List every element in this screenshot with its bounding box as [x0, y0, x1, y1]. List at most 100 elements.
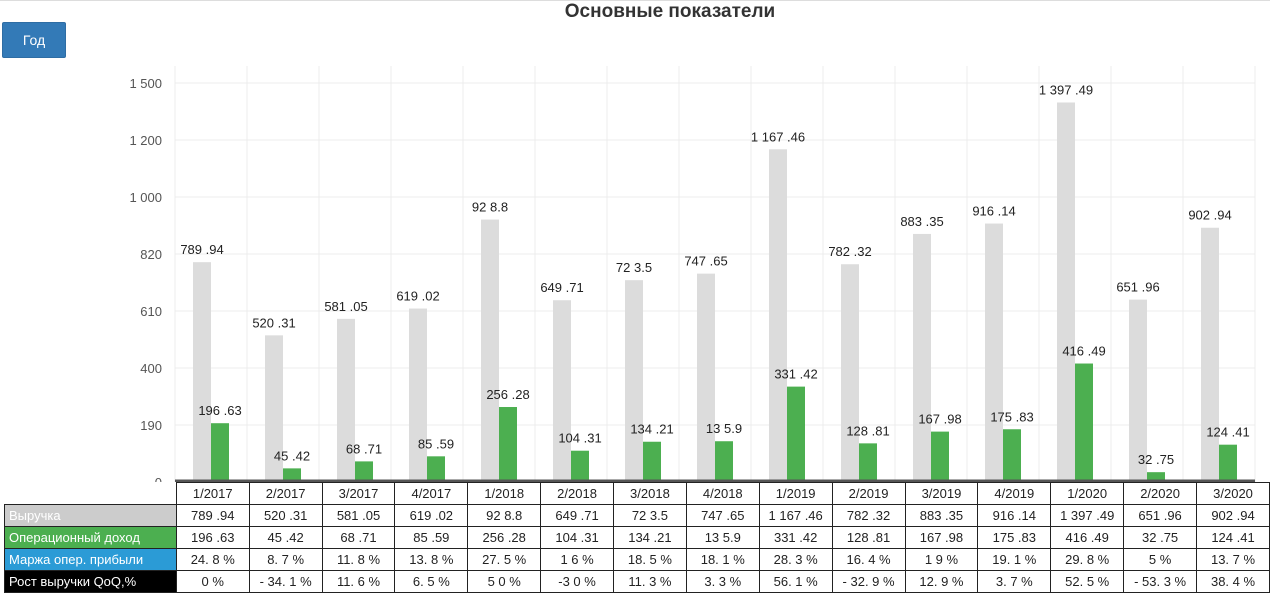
- revenue-data-label: 916 .14: [972, 204, 1015, 219]
- table-cell: 32 .75: [1123, 526, 1198, 549]
- table-cell: 5 0 %: [467, 570, 542, 593]
- revenue-data-label: 92 8.8: [472, 200, 508, 215]
- operating-income-bar: [931, 431, 949, 482]
- table-cell: 11. 3 %: [612, 570, 687, 593]
- table-cell: 5 %: [1123, 548, 1198, 571]
- y-tick-label: 400: [140, 361, 162, 376]
- x-tick-label: 2/2017: [248, 482, 323, 505]
- table-cell: -3 0 %: [540, 570, 614, 593]
- operating-income-bar: [211, 423, 229, 482]
- table-cell: 104 .31: [540, 526, 614, 549]
- table-cell: 0 %: [175, 570, 250, 593]
- y-tick-label: 1 200: [129, 133, 162, 148]
- table-cell: 8. 7 %: [248, 548, 323, 571]
- table-cell: - 53. 3 %: [1123, 570, 1198, 593]
- revenue-bar: [913, 233, 931, 482]
- x-tick-label: 3/2018: [612, 482, 687, 505]
- table-cell: 649 .71: [540, 504, 614, 527]
- revenue-bar: [841, 264, 859, 482]
- table-row: Маржа опер. прибыли 24. 8 % 8. 7 % 11. 8 % 1…: [4, 548, 1270, 571]
- x-tick-label: 4/2018: [685, 482, 760, 505]
- top-divider: [0, 0, 1270, 1]
- row-header: Рост выручки QoQ,%: [4, 570, 177, 593]
- table-cell: 1 6 %: [540, 548, 614, 571]
- revenue-bar: [769, 149, 787, 482]
- table-cell: 29. 8 %: [1050, 548, 1125, 571]
- table-cell: 3. 7 %: [977, 570, 1052, 593]
- operating-income-data-label: 104 .31: [558, 431, 601, 446]
- x-tick-label: 3/2020: [1196, 482, 1270, 505]
- revenue-data-label: 782 .32: [828, 244, 871, 259]
- x-tick-label: 4/2019: [977, 482, 1052, 505]
- x-tick-label: 2/2019: [831, 482, 906, 505]
- table-cell: 520 .31: [248, 504, 323, 527]
- table-cell: - 32. 9 %: [831, 570, 906, 593]
- row-header: Выручка: [4, 504, 177, 527]
- x-tick-label: 2/2018: [540, 482, 614, 505]
- y-tick-label: 190: [140, 418, 162, 433]
- table-cell: 16. 4 %: [831, 548, 906, 571]
- table-cell: 18. 1 %: [685, 548, 760, 571]
- table-row: Выручка 789 .94 520 .31 581 .05 619 .02 92 8.…: [4, 504, 1270, 527]
- operating-income-data-label: 256 .28: [486, 387, 529, 402]
- table-cell: 18. 5 %: [612, 548, 687, 571]
- table-corner: [5, 483, 177, 505]
- revenue-data-label: 619 .02: [396, 289, 439, 304]
- table-cell: 11. 8 %: [321, 548, 396, 571]
- table-cell: 747 .65: [685, 504, 760, 527]
- revenue-data-label: 649 .71: [540, 280, 583, 295]
- revenue-data-label: 902 .94: [1188, 208, 1231, 223]
- table-cell: 27. 5 %: [467, 548, 542, 571]
- revenue-data-label: 883 .35: [900, 214, 943, 229]
- row-header: Операционный доход: [4, 526, 177, 549]
- revenue-bar: [1129, 299, 1147, 482]
- x-tick-label: 1/2020: [1050, 482, 1125, 505]
- table-cell: 782 .32: [831, 504, 906, 527]
- table-cell: 331 .42: [758, 526, 833, 549]
- operating-income-bar: [427, 456, 445, 482]
- operating-income-data-label: 45 .42: [274, 448, 310, 463]
- operating-income-bar: [1075, 363, 1093, 482]
- table-cell: 92 8.8: [467, 504, 542, 527]
- table-row: Операционный доход 196 .63 45 .42 68 .71 85 …: [4, 526, 1270, 549]
- y-tick-label: 610: [140, 304, 162, 319]
- revenue-data-label: 581 .05: [324, 299, 367, 314]
- table-cell: 916 .14: [977, 504, 1052, 527]
- y-tick-label: 1 000: [129, 190, 162, 205]
- table-cell: 1 167 .46: [758, 504, 833, 527]
- table-cell: 3. 3 %: [685, 570, 760, 593]
- operating-income-data-label: 167 .98: [918, 412, 961, 427]
- operating-income-bar: [787, 386, 805, 482]
- table-cell: 28. 3 %: [758, 548, 833, 571]
- revenue-data-label: 651 .96: [1116, 280, 1159, 295]
- table-cell: 72 3.5: [612, 504, 687, 527]
- revenue-bar: [625, 280, 643, 482]
- y-tick-label: 820: [140, 247, 162, 262]
- table-cell: 651 .96: [1123, 504, 1198, 527]
- bar-chart: 0 190 400 610 820 1 000 1 200 1 500 789 .94 196 .…: [129, 66, 1256, 482]
- table-cell: 56. 1 %: [758, 570, 833, 593]
- x-tick-label: 3/2019: [904, 482, 979, 505]
- table-cell: 38. 4 %: [1196, 570, 1270, 593]
- revenue-bar: [697, 273, 715, 482]
- table-cell: - 34. 1 %: [248, 570, 323, 593]
- table-cell: 416 .49: [1050, 526, 1125, 549]
- table-cell: 24. 8 %: [175, 548, 250, 571]
- table-cell: 196 .63: [175, 526, 250, 549]
- revenue-data-label: 520 .31: [252, 315, 295, 330]
- year-period-button[interactable]: Год: [2, 22, 66, 58]
- table-cell: 12. 9 %: [904, 570, 979, 593]
- table-cell: 13 5.9: [685, 526, 760, 549]
- row-header: Маржа опер. прибыли: [4, 548, 177, 571]
- operating-income-data-label: 416 .49: [1062, 344, 1105, 359]
- x-tick-label: 3/2017: [321, 482, 396, 505]
- operating-income-bar: [1219, 444, 1237, 482]
- x-tick-label: 4/2017: [394, 482, 469, 505]
- revenue-bar: [481, 219, 499, 482]
- operating-income-bar: [1147, 472, 1165, 482]
- table-cell: 789 .94: [175, 504, 250, 527]
- operating-income-bar: [571, 450, 589, 482]
- operating-income-data-label: 128 .81: [846, 423, 889, 438]
- y-tick-label: 1 500: [129, 76, 162, 91]
- y-tick-label: 0: [155, 475, 162, 482]
